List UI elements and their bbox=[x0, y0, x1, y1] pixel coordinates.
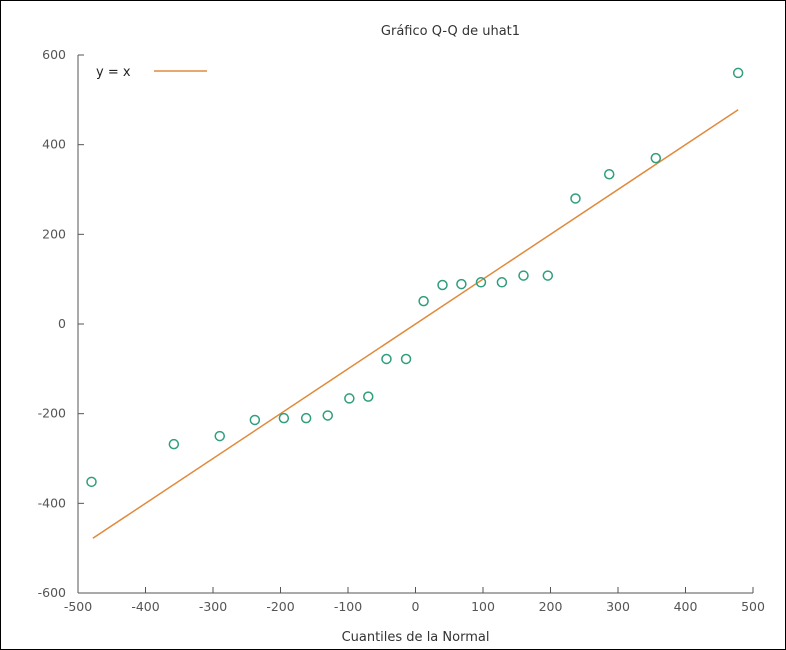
data-point bbox=[456, 278, 467, 290]
y-tick-label: -400 bbox=[38, 495, 66, 510]
data-point bbox=[344, 393, 355, 404]
x-tick-label: -300 bbox=[199, 599, 227, 614]
data-point bbox=[300, 412, 312, 424]
x-tick-label: -400 bbox=[131, 599, 159, 614]
data-point bbox=[732, 67, 744, 79]
x-tick-label: -100 bbox=[334, 599, 362, 614]
y-axis-ticks: -600 -400 -200 0 200 400 600 bbox=[38, 47, 84, 600]
legend-label: y = x bbox=[96, 65, 131, 80]
y-tick-label: -600 bbox=[38, 585, 66, 600]
data-point bbox=[86, 476, 97, 488]
y-tick-label: 400 bbox=[42, 137, 66, 152]
data-point bbox=[437, 279, 448, 291]
data-point bbox=[603, 169, 615, 180]
data-point bbox=[570, 193, 581, 204]
data-point bbox=[278, 412, 290, 424]
y-tick-label: 600 bbox=[42, 47, 66, 62]
x-tick-label: 100 bbox=[471, 599, 495, 614]
chart-title: Gráfico Q-Q de uhat1 bbox=[381, 24, 520, 39]
reference-line-group bbox=[92, 109, 739, 539]
x-tick-label: 200 bbox=[539, 599, 563, 614]
data-point bbox=[496, 277, 508, 288]
data-point bbox=[650, 152, 662, 164]
legend: y = x bbox=[96, 65, 207, 80]
data-points bbox=[86, 67, 744, 488]
data-point bbox=[418, 295, 429, 307]
x-tick-label: 300 bbox=[606, 599, 630, 614]
data-point bbox=[518, 270, 529, 281]
reference-line-y-equals-x bbox=[92, 109, 739, 539]
data-point bbox=[542, 270, 554, 281]
data-point bbox=[400, 353, 412, 365]
x-tick-label: -500 bbox=[64, 599, 92, 614]
x-tick-label: 0 bbox=[412, 599, 420, 614]
y-tick-label: 0 bbox=[58, 316, 66, 331]
x-tick-label: 500 bbox=[741, 599, 765, 614]
x-tick-label: 400 bbox=[674, 599, 698, 614]
data-point bbox=[381, 353, 392, 365]
x-axis-ticks: -500 -400 -300 -200 -100 0 100 200 300 400 500 bbox=[64, 587, 765, 614]
data-point bbox=[322, 410, 333, 421]
data-point bbox=[214, 430, 225, 442]
data-point bbox=[475, 277, 487, 288]
x-axis-label: Cuantiles de la Normal bbox=[342, 630, 490, 645]
y-tick-label: -200 bbox=[38, 406, 66, 421]
data-point bbox=[249, 414, 261, 426]
y-tick-label: 200 bbox=[42, 226, 66, 241]
data-point bbox=[363, 391, 374, 402]
data-point bbox=[168, 438, 180, 450]
x-tick-label: -200 bbox=[266, 599, 294, 614]
